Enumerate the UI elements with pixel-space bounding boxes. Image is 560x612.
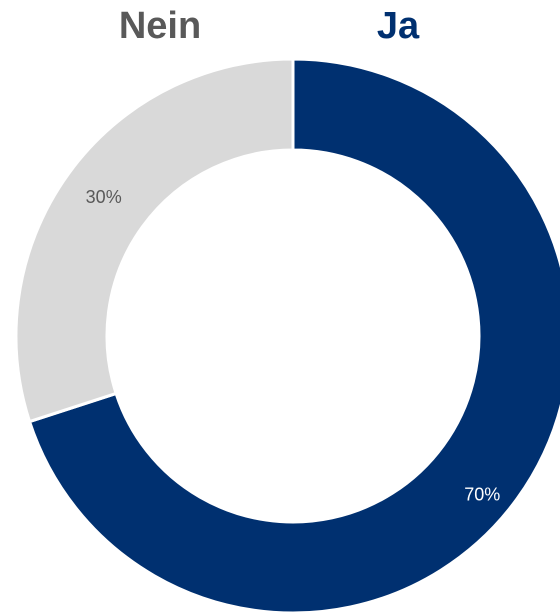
donut-slice [14, 57, 295, 424]
legend-entry: Ja [377, 5, 420, 47]
value-label: 30% [86, 187, 122, 207]
legend-entry: Nein [119, 5, 201, 47]
value-label: 70% [464, 484, 500, 504]
donut-slice [27, 57, 560, 612]
